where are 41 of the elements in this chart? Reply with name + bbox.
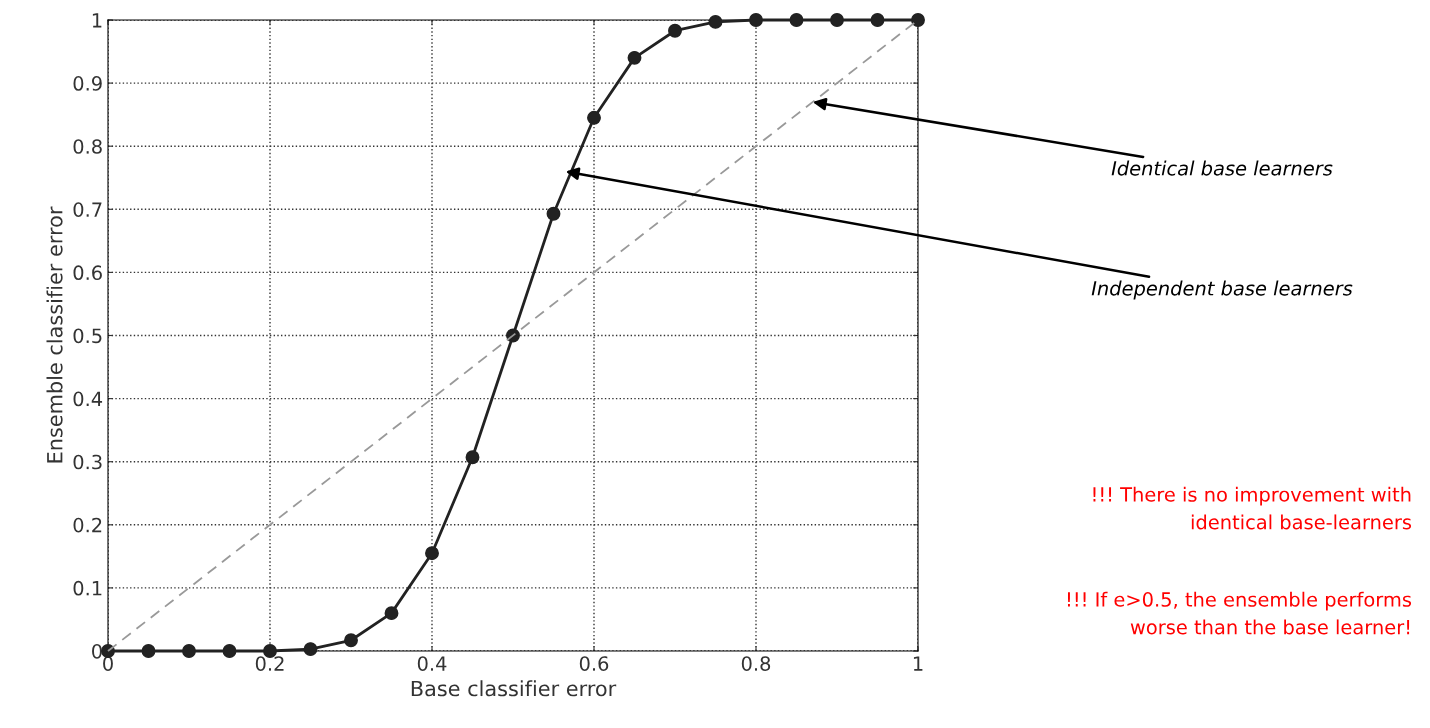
y-tick-label: 0.6 bbox=[73, 265, 102, 281]
y-tick-label: 0.1 bbox=[73, 580, 102, 596]
point bbox=[222, 644, 237, 658]
point bbox=[182, 644, 196, 658]
x-tick-label: 0 bbox=[103, 656, 113, 671]
x-tick-label: 0.8 bbox=[741, 656, 771, 671]
y-tick-label: 0.4 bbox=[73, 391, 103, 407]
point bbox=[749, 13, 763, 27]
point bbox=[830, 13, 844, 27]
point bbox=[870, 13, 885, 27]
point bbox=[141, 644, 156, 658]
point bbox=[384, 606, 399, 621]
point bbox=[668, 23, 682, 38]
y-axis-title: Ensemble classifier error bbox=[46, 206, 63, 463]
point bbox=[708, 14, 723, 29]
x-axis-title: Base classifier error bbox=[411, 680, 617, 697]
y-tick-label: 0.5 bbox=[73, 328, 102, 344]
y-tick-label: 0.8 bbox=[73, 139, 102, 154]
y-tick-label: 0.9 bbox=[73, 76, 102, 91]
y-tick-label: 0.3 bbox=[73, 454, 102, 470]
point bbox=[627, 50, 642, 65]
y-tick-label: 1 bbox=[92, 13, 102, 28]
x-tick-label: 1 bbox=[913, 656, 923, 671]
y-tick-label: 0.7 bbox=[73, 202, 102, 217]
annotation: Identical base learners bbox=[1111, 160, 1333, 176]
x-tick-label: 0.6 bbox=[579, 656, 609, 671]
point bbox=[425, 546, 439, 561]
text: !!! If e>0.5, the ensemble performs worse than the base learner! bbox=[1068, 591, 1412, 635]
x-tick-label: 0.4 bbox=[417, 656, 447, 671]
point bbox=[465, 450, 480, 465]
point bbox=[344, 633, 358, 648]
point bbox=[303, 642, 318, 657]
annotation: Independent base learners bbox=[1091, 280, 1353, 300]
point bbox=[546, 206, 561, 221]
text: !!! There is no improvement with identical base-learners bbox=[1093, 486, 1412, 530]
point bbox=[587, 110, 601, 125]
y-tick-label: 0.2 bbox=[73, 517, 102, 533]
point bbox=[911, 13, 925, 27]
x-tick-label: 0.2 bbox=[255, 656, 284, 671]
y-tick-label: 0 bbox=[92, 643, 102, 659]
point bbox=[789, 13, 804, 27]
